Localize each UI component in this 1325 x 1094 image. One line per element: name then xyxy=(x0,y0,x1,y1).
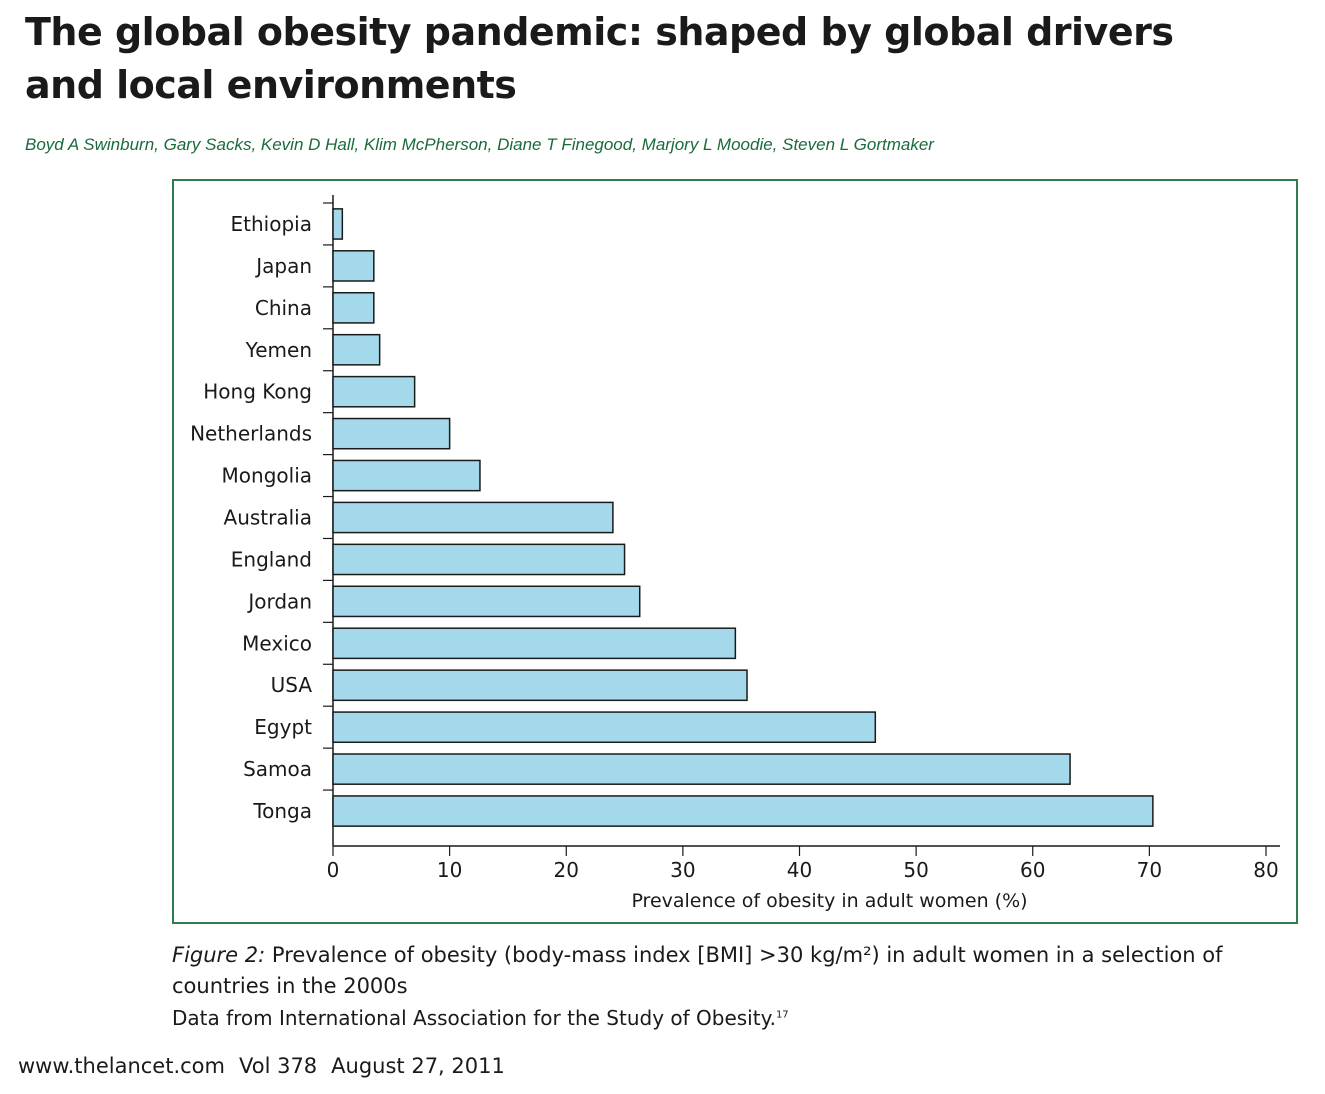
caption-text: Prevalence of obesity (body-mass index [… xyxy=(172,943,1223,998)
x-tick-label: 60 xyxy=(1020,858,1045,882)
author-list: Boyd A Swinburn, Gary Sacks, Kevin D Hal… xyxy=(25,135,934,154)
category-label-egypt: Egypt xyxy=(254,715,312,739)
figure-frame: Ethiopia Japan China Yemen Hong Kong Netherla… xyxy=(172,179,1298,924)
bar-japan xyxy=(332,250,375,282)
source-reference: 17 xyxy=(775,1009,789,1021)
caption-lead: Figure 2: xyxy=(172,943,266,967)
x-tick-label: 80 xyxy=(1253,858,1278,882)
x-tick-label: 0 xyxy=(327,858,340,882)
bar-chart: Ethiopia Japan China Yemen Hong Kong Netherla… xyxy=(190,195,1280,912)
article-title: The global obesity pandemic: shaped by g… xyxy=(25,10,1174,107)
bar-mexico xyxy=(332,627,737,660)
page-footer: www.thelancet.com Vol 378 August 27, 2011 xyxy=(18,1054,505,1078)
source-text: Data from International Association for … xyxy=(172,1006,776,1030)
category-label-yemen: Yemen xyxy=(245,338,312,362)
category-label-netherlands: Netherlands xyxy=(190,422,312,446)
footer-volume: Vol 378 xyxy=(238,1054,318,1078)
bar-china xyxy=(332,291,375,324)
category-label-england: England xyxy=(231,547,312,571)
category-label-mongolia: Mongolia xyxy=(222,464,312,488)
bar-hong-kong xyxy=(332,375,416,408)
x-tick-label: 10 xyxy=(437,858,462,882)
bar-yemen xyxy=(332,333,381,366)
footer-site: www.thelancet.com xyxy=(18,1054,225,1078)
category-label-usa: USA xyxy=(271,673,313,697)
category-label-australia: Australia xyxy=(224,506,312,530)
category-label-ethiopia: Ethiopia xyxy=(231,212,312,236)
x-axis-title: Prevalence of obesity in adult women (%) xyxy=(631,890,1027,912)
category-label-mexico: Mexico xyxy=(242,631,312,655)
x-tick-label: 40 xyxy=(787,858,812,882)
footer-date: August 27, 2011 xyxy=(331,1054,505,1078)
category-label-china: China xyxy=(255,296,312,320)
data-source-note: Data from International Association for … xyxy=(172,1006,789,1030)
bar-england xyxy=(332,543,626,576)
bar-australia xyxy=(332,501,614,534)
x-tick-label: 20 xyxy=(554,858,579,882)
category-label-samoa: Samoa xyxy=(243,757,312,781)
category-label-japan: Japan xyxy=(254,254,312,278)
bar-tonga xyxy=(332,795,1154,827)
bar-netherlands xyxy=(332,417,451,450)
bar-usa xyxy=(332,669,748,702)
category-label-tonga: Tonga xyxy=(252,799,312,823)
figure-caption: Figure 2: Prevalence of obesity (body-ma… xyxy=(172,940,1307,1002)
x-tick-label: 30 xyxy=(670,858,695,882)
bar-mongolia xyxy=(332,459,481,492)
category-label-jordan: Jordan xyxy=(246,589,312,613)
x-tick-label: 50 xyxy=(903,858,928,882)
x-tick-label: 70 xyxy=(1137,858,1162,882)
bar-samoa xyxy=(332,753,1071,785)
category-label-hong-kong: Hong Kong xyxy=(203,380,312,404)
bar-jordan xyxy=(332,585,641,618)
bar-ethiopia xyxy=(332,208,344,240)
bar-egypt xyxy=(332,711,877,744)
